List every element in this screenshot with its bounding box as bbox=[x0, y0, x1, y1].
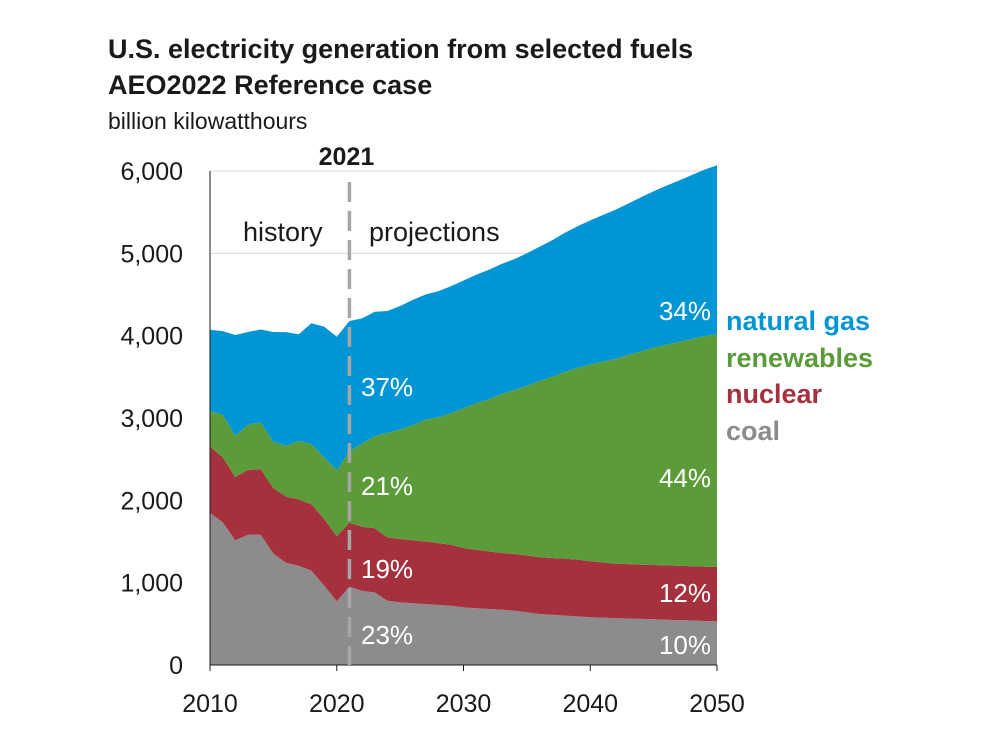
area-nuclear bbox=[210, 446, 717, 622]
legend-natural-gas: natural gas bbox=[726, 306, 870, 336]
share-2021-natural-gas: 37% bbox=[361, 372, 413, 402]
x-tick-label: 2050 bbox=[689, 690, 745, 718]
y-tick-label: 0 bbox=[169, 652, 183, 680]
y-tick-label: 3,000 bbox=[120, 405, 183, 433]
stacked-areas bbox=[210, 165, 717, 665]
legend-nuclear: nuclear bbox=[726, 379, 823, 409]
y-tick-label: 2,000 bbox=[120, 487, 183, 515]
x-tick-label: 2020 bbox=[309, 690, 365, 718]
share-2050-renewables: 44% bbox=[659, 463, 711, 493]
share-2021-renewables: 21% bbox=[361, 471, 413, 501]
area-natural-gas bbox=[210, 165, 717, 471]
x-tick-label: 2030 bbox=[436, 690, 492, 718]
y-tick-label: 6,000 bbox=[120, 158, 183, 186]
share-labels: 23% 10% 19% 12% 21% 44% 37% 34% bbox=[361, 296, 711, 660]
history-label: history bbox=[243, 217, 323, 247]
share-2021-coal: 23% bbox=[361, 620, 413, 650]
area-coal bbox=[210, 512, 717, 665]
share-2050-nuclear: 12% bbox=[659, 578, 711, 608]
share-2021-nuclear: 19% bbox=[361, 554, 413, 584]
y-tick-label: 1,000 bbox=[120, 570, 183, 598]
share-2050-natural-gas: 34% bbox=[659, 296, 711, 326]
chart-subtitle: AEO2022 Reference case bbox=[108, 70, 433, 100]
x-tick-label: 2010 bbox=[182, 690, 238, 718]
legend-coal: coal bbox=[726, 416, 780, 446]
share-2050-coal: 10% bbox=[659, 630, 711, 660]
y-tick-label: 5,000 bbox=[120, 240, 183, 268]
divider-year-label: 2021 bbox=[319, 143, 375, 171]
y-tick-label: 4,000 bbox=[120, 323, 183, 351]
projections-label: projections bbox=[369, 217, 500, 247]
axes: 0 1,000 2,000 3,000 4,000 5,000 6,000 2010 2020 2… bbox=[120, 158, 744, 718]
legend: natural gas renewables nuclear coal bbox=[726, 306, 873, 446]
legend-renewables: renewables bbox=[726, 343, 873, 373]
y-axis-unit-label: billion kilowatthours bbox=[108, 108, 308, 134]
history-projection-divider: 2021 history projections bbox=[243, 143, 500, 665]
x-tick-label: 2040 bbox=[562, 690, 618, 718]
area-renewables bbox=[210, 334, 717, 567]
chart-title: U.S. electricity generation from selecte… bbox=[108, 34, 694, 64]
